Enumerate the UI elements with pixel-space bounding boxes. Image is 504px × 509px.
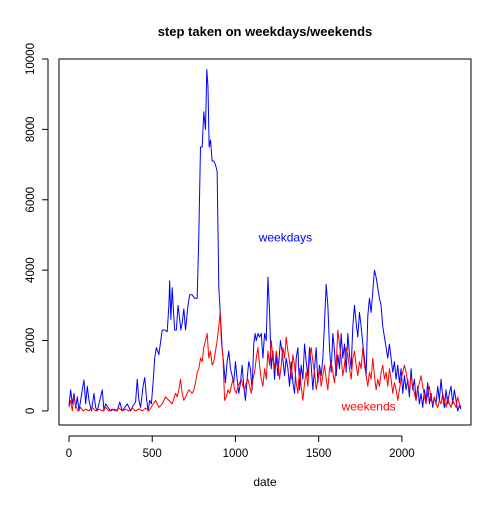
annotation-layer: weekdays weekends: [258, 231, 396, 414]
x-tick-label: 2000: [389, 448, 415, 460]
x-tick-label: 1000: [223, 448, 249, 460]
y-tick-label: 2000: [25, 328, 37, 354]
x-axis: 0 500 1000 1500 2000: [66, 435, 415, 460]
y-tick-label: 0: [25, 408, 37, 414]
x-tick-label: 1500: [306, 448, 332, 460]
annotation-weekends: weekends: [341, 400, 396, 414]
plot-area-frame: [58, 58, 472, 426]
y-tick-label: 4000: [25, 257, 37, 283]
series-line-weekdays: [68, 69, 462, 412]
y-tick-label: 6000: [25, 187, 37, 213]
chart-title: step taken on weekdays/weekends: [158, 24, 373, 39]
y-tick-label: 10000: [25, 43, 37, 75]
y-axis: 0 2000 4000 6000 8000 10000: [25, 43, 49, 414]
annotation-weekdays: weekdays: [258, 231, 312, 245]
y-tick-label: 8000: [25, 117, 37, 143]
x-tick-label: 500: [143, 448, 162, 460]
x-axis-label: date: [253, 475, 277, 489]
x-tick-label: 0: [66, 448, 72, 460]
series-line-weekends: [68, 311, 462, 412]
series-layer: [68, 69, 462, 412]
